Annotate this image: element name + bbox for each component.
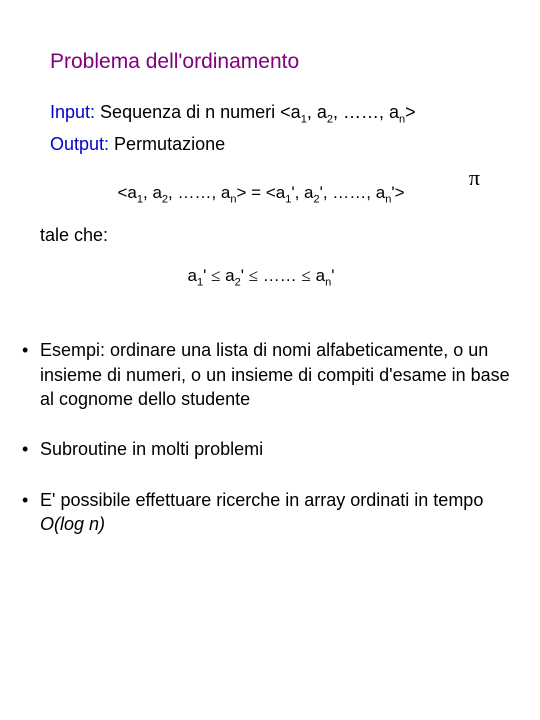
output-line: Output: Permutazione <box>50 134 520 155</box>
bullet-text-2: Subroutine in molti problemi <box>40 437 263 461</box>
bullet-list: • Esempi: ordinare una lista di nomi alf… <box>22 338 520 536</box>
iap2: ' <box>241 266 249 285</box>
bullet-item-2: • Subroutine in molti problemi <box>22 437 520 461</box>
bullet-dot: • <box>22 338 40 411</box>
pc: , ……, a <box>168 183 230 202</box>
bullet-text-3: E' possibile effettuare ricerche in arra… <box>40 488 520 537</box>
bullet-item-1: • Esempi: ordinare una lista di nomi alf… <box>22 338 520 411</box>
iend: ' <box>331 266 334 285</box>
pb: , a <box>143 183 162 202</box>
input-label: Input: <box>50 102 95 122</box>
idots: …… <box>258 266 301 285</box>
isep1: a <box>220 266 234 285</box>
le3: ≤ <box>302 266 311 285</box>
bullet-item-3: • E' possibile effettuare ricerche in ar… <box>22 488 520 537</box>
input-text-b: , a <box>307 102 327 122</box>
slide-title: Problema dell'ordinamento <box>50 50 520 74</box>
iap1: ' <box>203 266 211 285</box>
le2: ≤ <box>249 266 258 285</box>
bullet-dot: • <box>22 437 40 461</box>
input-line: Input: Sequenza di n numeri <a1, a2, ……,… <box>50 102 520 126</box>
pg: '> <box>391 183 404 202</box>
isep2: a <box>311 266 325 285</box>
permutation-line: <a1, a2, ……, an> = <a1', a2', ……, an'> <box>50 183 472 205</box>
input-text-c: , ……, a <box>333 102 399 122</box>
b3a: E' possibile effettuare ricerche in arra… <box>40 490 483 510</box>
bullet-text-1: Esempi: ordinare una lista di nomi alfab… <box>40 338 520 411</box>
output-text: Permutazione <box>109 134 225 154</box>
bullet-dot: • <box>22 488 40 537</box>
input-text-a: Sequenza di n numeri <a <box>95 102 301 122</box>
ia1: a <box>188 266 197 285</box>
input-text-d: > <box>405 102 416 122</box>
pd: > = <a <box>237 183 286 202</box>
pi-symbol: π <box>469 165 480 190</box>
inequality-line: a1' ≤ a2' ≤ …… ≤ an' <box>50 266 472 288</box>
pa: <a <box>117 183 136 202</box>
pf: ', ……, a <box>320 183 386 202</box>
tale-che: tale che: <box>40 225 520 246</box>
b3b: O(log n) <box>40 514 105 534</box>
pe: ', a <box>291 183 313 202</box>
output-label: Output: <box>50 134 109 154</box>
